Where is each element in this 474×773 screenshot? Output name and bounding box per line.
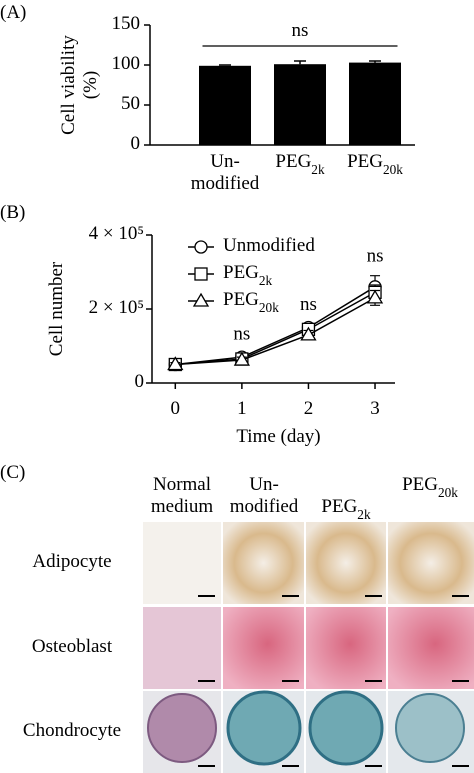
bar xyxy=(274,64,326,145)
legend-label: PEG20k xyxy=(223,289,279,314)
legend-label: Unmodified xyxy=(223,235,315,256)
error-bar xyxy=(219,64,231,66)
marker xyxy=(194,240,208,254)
y-axis-label: (%) xyxy=(80,71,101,99)
panel-label: (C) xyxy=(0,462,25,483)
x-tick-label: 1 xyxy=(237,398,247,419)
annotation: ns xyxy=(300,294,317,315)
marker xyxy=(167,356,184,371)
y-axis-label: Cell number xyxy=(46,261,67,356)
y-tick-label: 0 xyxy=(135,371,145,392)
series-line xyxy=(175,297,376,366)
error-bar xyxy=(294,60,306,65)
micrographs xyxy=(143,522,474,773)
x-tick-label: PEG2k xyxy=(275,151,325,176)
x-axis-label: Time (day) xyxy=(236,426,320,447)
column-header: PEG20k xyxy=(402,474,458,499)
x-tick-label: 2 xyxy=(304,398,314,419)
column-header: PEG2k xyxy=(321,496,371,521)
column-header: Normal medium xyxy=(151,474,213,517)
bar xyxy=(349,62,401,145)
x-tick-label: 3 xyxy=(370,398,380,419)
x-tick-label: Un-modified xyxy=(191,151,260,194)
row-label: Osteoblast xyxy=(32,636,113,657)
panel-label: (B) xyxy=(0,202,25,223)
x-tick-label: PEG20k xyxy=(347,151,403,176)
y-tick-label: 50 xyxy=(121,93,140,114)
series-line xyxy=(175,286,376,366)
annotation: ns xyxy=(233,324,250,345)
marker xyxy=(300,326,317,341)
marker xyxy=(194,267,208,281)
row-label: Chondrocyte xyxy=(23,720,121,741)
marker xyxy=(192,292,210,307)
annotation: ns xyxy=(292,20,309,41)
x-tick-label: 0 xyxy=(171,398,181,419)
y-tick-label: 150 xyxy=(112,13,141,34)
row-label: Adipocyte xyxy=(32,551,111,572)
y-axis-label: Cell viability xyxy=(58,35,79,135)
y-tick-label: 4 × 10⁵ xyxy=(89,223,144,244)
legend-label: PEG2k xyxy=(223,262,273,287)
marker xyxy=(366,289,384,304)
error-bar xyxy=(369,60,381,63)
panel-label: (A) xyxy=(0,2,26,23)
y-tick-label: 0 xyxy=(131,133,141,154)
marker xyxy=(233,351,251,366)
column-header: Un-modified xyxy=(230,474,299,517)
y-tick-label: 100 xyxy=(112,53,141,74)
y-tick-label: 2 × 10⁵ xyxy=(89,297,144,318)
bar xyxy=(199,65,251,145)
annotation: ns xyxy=(367,246,384,267)
